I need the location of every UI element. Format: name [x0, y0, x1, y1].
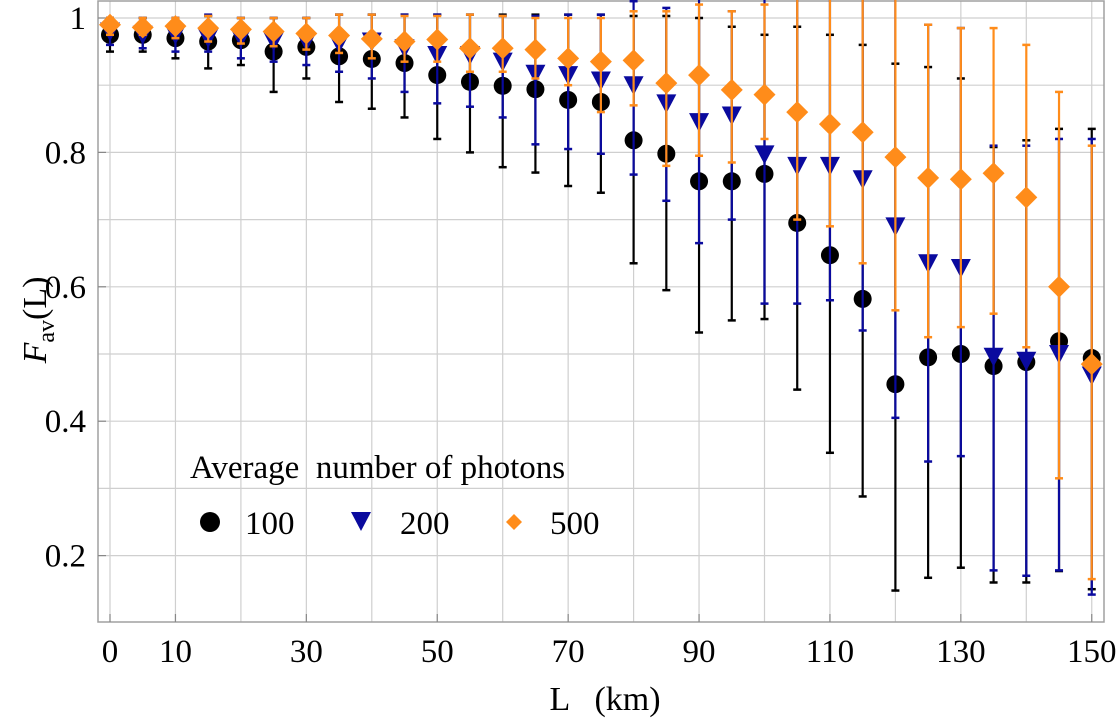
data-point [983, 347, 1004, 367]
x-tick-label: 90 [683, 634, 716, 670]
x-tick-label: 30 [290, 634, 323, 670]
x-tick-label: 130 [936, 634, 986, 670]
data-point [262, 20, 285, 43]
data-point [393, 30, 416, 53]
data-point [131, 16, 154, 39]
data-point [1080, 353, 1103, 376]
data-series [99, 0, 1103, 596]
plot-frame [97, 0, 1105, 623]
data-point [589, 50, 612, 73]
data-point [818, 113, 841, 136]
data-point [1016, 351, 1037, 371]
x-tick-label: 70 [552, 634, 585, 670]
y-tick-label: 0.4 [45, 404, 86, 440]
x-tick-label: 50 [421, 634, 454, 670]
data-point [295, 22, 318, 45]
y-axis: 0.2 0.4 0.6 0.8 1 [45, 1, 106, 575]
data-point [557, 47, 580, 70]
y-tick-label: 0.6 [45, 270, 86, 306]
legend-label-500: 500 [550, 506, 600, 542]
data-point [360, 27, 383, 50]
legend-marker-500 [506, 514, 522, 530]
series-500 [99, 0, 1103, 581]
data-point [1048, 275, 1071, 298]
data-point [851, 121, 874, 144]
legend-title: Average number of photons [190, 450, 565, 486]
data-point [328, 24, 351, 47]
y-axis-title-main: F [17, 341, 54, 364]
legend-label-200: 200 [400, 506, 450, 542]
legend-marker-100 [200, 512, 220, 532]
data-point [491, 37, 514, 60]
data-point [949, 168, 972, 191]
data-point [884, 146, 907, 169]
data-point [917, 166, 940, 189]
y-tick-label: 1 [70, 1, 87, 37]
legend-label-100: 100 [245, 506, 295, 542]
x-tick-label: 10 [159, 634, 192, 670]
data-point [982, 162, 1005, 185]
y-axis-title-tail: (L) [17, 277, 54, 320]
data-point [524, 38, 547, 61]
data-point [458, 37, 481, 60]
legend: Average number of photons 100 200 500 [190, 450, 600, 542]
data-point [786, 101, 809, 124]
x-axis-title: L (km) [549, 681, 660, 718]
data-point [229, 18, 252, 41]
y-axis-title-sub: av [34, 320, 60, 343]
data-point [655, 72, 678, 95]
data-point [426, 28, 449, 51]
data-point [622, 49, 645, 72]
x-axis: 0 10 30 50 70 90 110 130 150 [102, 614, 1117, 670]
x-tick-label: 110 [806, 634, 854, 670]
x-tick-label: 150 [1067, 634, 1117, 670]
data-point [720, 78, 743, 101]
x-tick-label: 0 [102, 634, 119, 670]
data-point [688, 64, 711, 87]
data-point [753, 83, 776, 106]
legend-marker-200 [351, 512, 371, 531]
data-point [197, 17, 220, 40]
data-point [1015, 186, 1038, 209]
y-tick-label: 0.8 [45, 135, 86, 171]
y-axis-title: Fav(L) [17, 277, 60, 365]
data-point [99, 13, 121, 36]
data-point [164, 15, 187, 38]
y-tick-label: 0.2 [45, 539, 86, 575]
data-point [754, 145, 775, 165]
